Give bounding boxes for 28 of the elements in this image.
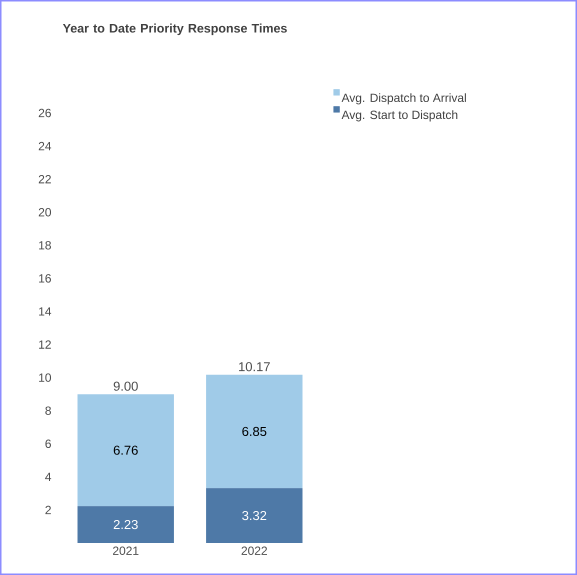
bar bbox=[206, 488, 303, 543]
data-label: 6.76 bbox=[114, 446, 138, 455]
bar bbox=[78, 394, 174, 506]
y-tick-label: 10 bbox=[39, 373, 52, 382]
x-tick-label: 2022 bbox=[242, 546, 267, 555]
total-label: 10.17 bbox=[239, 362, 270, 372]
y-tick-label: 18 bbox=[39, 241, 51, 250]
bar bbox=[78, 506, 174, 543]
y-tick-label: 14 bbox=[39, 307, 52, 316]
y-tick-label: 6 bbox=[45, 440, 51, 448]
data-label: 6.85 bbox=[242, 426, 266, 436]
y-tick-label: 8 bbox=[45, 406, 51, 415]
y-tick-label: 24 bbox=[38, 142, 52, 150]
y-tick-label: 12 bbox=[39, 340, 51, 349]
y-tick-label: 16 bbox=[39, 274, 51, 283]
total-label: 9.00 bbox=[114, 382, 138, 391]
y-tick-label: 20 bbox=[38, 208, 52, 216]
data-label: 2.23 bbox=[114, 520, 138, 530]
data-label: 3.32 bbox=[242, 510, 266, 520]
y-tick-label: 22 bbox=[38, 174, 51, 184]
chart-title: Year to Date Priority Response Times bbox=[62, 24, 287, 36]
bar bbox=[206, 374, 303, 488]
legend-label: Avg. Dispatch to Arrival bbox=[342, 93, 466, 104]
x-tick-label: 2021 bbox=[113, 546, 138, 555]
y-tick-label: 26 bbox=[38, 108, 51, 118]
y-tick-label: 2 bbox=[45, 506, 51, 514]
y-tick-label: 4 bbox=[45, 472, 52, 481]
legend-label: Avg. Start to Dispatch bbox=[342, 110, 458, 122]
